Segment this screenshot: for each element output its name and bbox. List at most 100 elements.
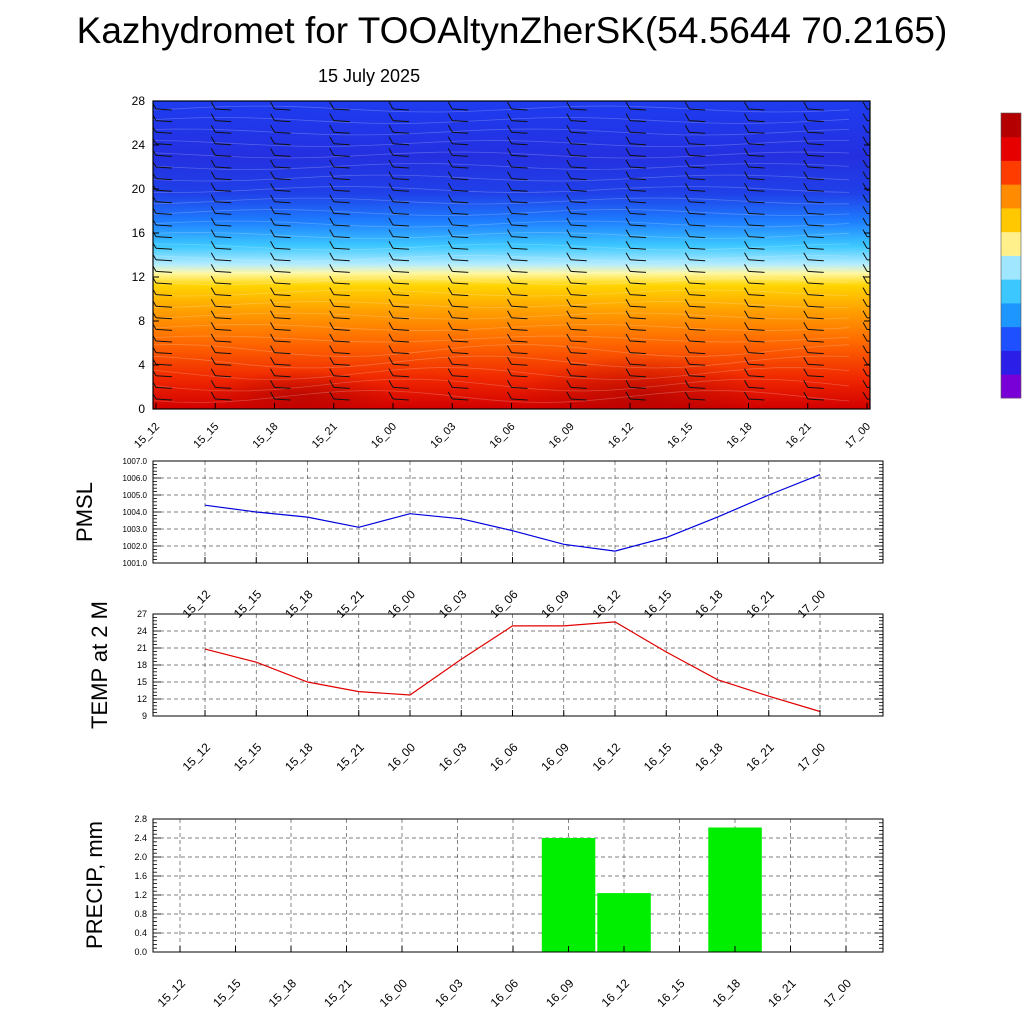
wind-barb (153, 288, 157, 295)
wind-barb (511, 352, 528, 355)
wind-barb (684, 240, 690, 249)
wind-barb (862, 240, 868, 249)
wind-barb (625, 333, 631, 342)
colorbar-swatch (1001, 179, 1021, 185)
wind-barb (507, 345, 512, 353)
wind-barb (803, 240, 809, 249)
wind-barb (270, 136, 275, 145)
wind-barb (329, 159, 335, 168)
wind-barb (566, 310, 572, 319)
wind-barb (803, 368, 809, 377)
y-tick-label: 0.8 (134, 909, 147, 919)
wind-barb (452, 375, 469, 378)
wind-barb (215, 386, 232, 389)
wind-barb (748, 120, 765, 123)
wind-barb (684, 148, 690, 156)
wind-barb (270, 206, 275, 214)
wind-barb (748, 282, 765, 285)
wind-barb (210, 182, 216, 191)
x-tick-label: 16_21 (743, 587, 777, 621)
wind-barb (210, 345, 216, 353)
wind-barb (507, 368, 512, 377)
wind-barb (270, 217, 275, 226)
wind-barb (333, 305, 350, 308)
wind-barb (388, 287, 394, 295)
wind-barb (684, 113, 690, 121)
wind-barb (153, 160, 157, 168)
colorbar-swatch (1001, 146, 1021, 152)
wind-barb (215, 340, 232, 343)
wind-barb (566, 356, 572, 365)
wind-barb (274, 178, 291, 181)
wind-barb (803, 252, 809, 261)
wind-barb (153, 125, 157, 133)
wind-barb (155, 247, 173, 250)
wind-barb (447, 171, 453, 179)
wind-barb (748, 131, 765, 134)
wind-barb (392, 363, 410, 366)
x-tick-label: 16_06 (487, 587, 521, 621)
x-tick-label: 16_00 (377, 976, 411, 1010)
wind-barb (452, 259, 469, 262)
wind-barb (333, 131, 350, 134)
y-tick-label: 15 (137, 677, 147, 687)
wind-barb (274, 189, 291, 192)
wind-barb (566, 380, 572, 388)
wind-barb (447, 322, 453, 330)
wind-barb (388, 217, 394, 226)
wind-barb (629, 131, 647, 134)
x-tick-label: 17_00 (821, 976, 855, 1010)
chart-title: Kazhydromet for TOOAltynZherSK(54.5644 7… (76, 10, 948, 51)
wind-barb (748, 154, 765, 157)
wind-barb (689, 386, 706, 389)
wind-barb (452, 212, 469, 215)
wind-barb (744, 264, 749, 272)
wind-barb (625, 391, 631, 400)
wind-barb (511, 143, 528, 146)
wind-barb (447, 101, 453, 110)
wind-barb (215, 108, 232, 111)
wind-barb (807, 386, 824, 389)
wind-barb (744, 124, 749, 133)
wind-barb (155, 201, 173, 204)
y-tick-label: 9 (142, 711, 147, 721)
wind-barb (333, 328, 350, 331)
wind-barb (748, 201, 765, 204)
colorbar-swatch (1001, 208, 1021, 214)
wind-barb (689, 178, 706, 181)
wind-barb (566, 159, 572, 168)
colorbar-swatch (1001, 122, 1021, 128)
wind-barb (684, 101, 690, 110)
colorbar-swatch (1001, 364, 1021, 370)
wind-barb (447, 380, 453, 388)
wind-barb (329, 322, 335, 330)
wind-barb (270, 368, 275, 377)
wind-barb (625, 275, 631, 284)
y-tick-label: 0.4 (134, 928, 147, 938)
contour-line (153, 312, 850, 320)
wind-barb (684, 171, 690, 179)
x-tick-label: 15_15 (210, 976, 244, 1010)
wind-barb (807, 212, 824, 215)
wind-barb (684, 252, 690, 261)
wind-barb (452, 363, 469, 366)
x-tick-label: 15_21 (310, 421, 340, 451)
wind-barb (329, 264, 335, 272)
colorbar-swatch (1001, 132, 1021, 138)
wind-barb (807, 294, 824, 297)
warm-core (520, 355, 760, 409)
x-tick-label: 16_12 (590, 740, 624, 774)
wind-barb (862, 310, 868, 319)
wind-barb (155, 166, 173, 169)
x-tick-label: 16_09 (538, 587, 572, 621)
wind-barb (452, 328, 469, 331)
x-tick-label: 16_21 (743, 740, 777, 774)
contour-line (153, 355, 850, 369)
contour-line (153, 344, 850, 357)
wind-barb (153, 381, 157, 388)
wind-barb (210, 356, 216, 365)
wind-barb (744, 136, 749, 145)
wind-barb (452, 294, 469, 297)
wind-barb (807, 201, 824, 204)
wind-barb (748, 386, 765, 389)
